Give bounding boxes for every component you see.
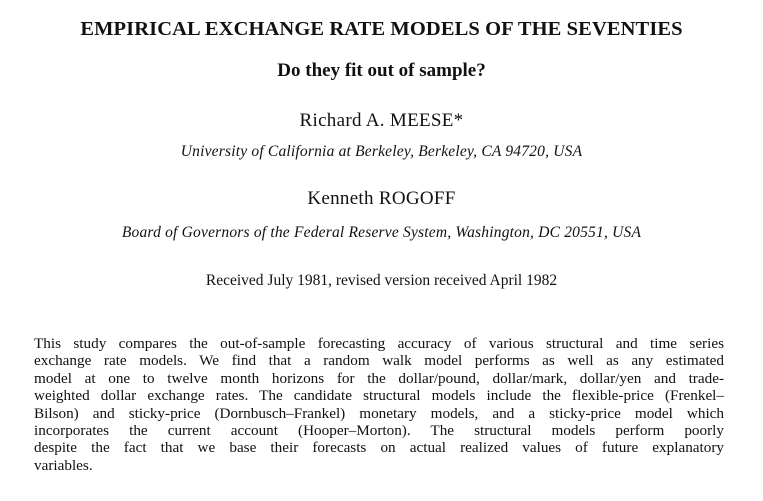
abstract-line: despite the fact that we base their fore…: [34, 439, 724, 457]
abstract: This study compares the out-of-sample fo…: [34, 335, 724, 474]
author-affiliation-2: Board of Governors of the Federal Reserv…: [121, 224, 642, 241]
paper-subtitle: Do they fit out of sample?: [277, 60, 486, 81]
paper-title: EMPIRICAL EXCHANGE RATE MODELS OF THE SE…: [80, 18, 683, 40]
author-name-1: Richard A. MEESE*: [299, 110, 464, 131]
author-affiliation-1: University of California at Berkeley, Be…: [180, 143, 583, 160]
abstract-line: Bilson) and sticky-price (Dornbusch–Fran…: [34, 404, 724, 422]
abstract-line: exchange rate models. We find that a ran…: [34, 352, 724, 370]
abstract-line: This study compares the out-of-sample fo…: [34, 335, 724, 352]
abstract-line: incorporates the current account (Hooper…: [34, 422, 724, 440]
received-date-line: Received July 1981, revised version rece…: [205, 272, 558, 289]
abstract-line: model at one to twelve month horizons fo…: [34, 369, 724, 387]
abstract-line: weighted dollar exchange rates. The cand…: [34, 387, 724, 405]
abstract-line: variables.: [34, 456, 93, 474]
author-name-2: Kenneth ROGOFF: [307, 188, 456, 209]
